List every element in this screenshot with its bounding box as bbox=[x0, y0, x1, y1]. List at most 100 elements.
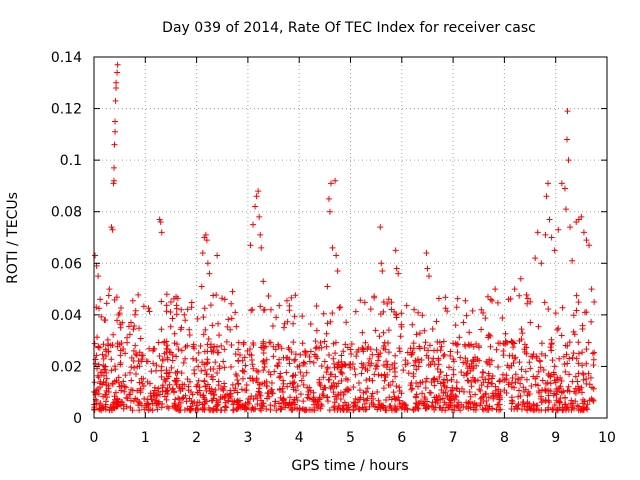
data-point bbox=[115, 311, 122, 318]
data-point bbox=[358, 370, 365, 377]
data-point bbox=[330, 355, 337, 362]
data-point bbox=[284, 383, 291, 390]
data-point bbox=[257, 407, 264, 414]
data-point bbox=[551, 247, 558, 254]
data-point bbox=[280, 377, 287, 384]
data-point bbox=[425, 273, 432, 280]
data-point bbox=[551, 390, 558, 397]
data-point bbox=[180, 359, 187, 366]
data-point bbox=[396, 384, 403, 391]
data-point bbox=[280, 324, 287, 331]
data-point bbox=[466, 389, 473, 396]
data-point bbox=[429, 358, 436, 365]
data-point bbox=[588, 318, 595, 325]
data-point bbox=[539, 386, 546, 393]
data-point bbox=[419, 390, 426, 397]
data-point bbox=[236, 351, 243, 358]
data-point bbox=[266, 393, 273, 400]
data-point bbox=[300, 381, 307, 388]
data-point bbox=[333, 395, 340, 402]
data-point bbox=[132, 311, 139, 318]
data-point bbox=[264, 390, 271, 397]
data-point bbox=[442, 294, 449, 301]
data-point bbox=[465, 377, 472, 384]
data-point bbox=[463, 370, 470, 377]
data-point bbox=[112, 366, 119, 373]
data-point bbox=[248, 357, 255, 364]
data-point bbox=[157, 219, 164, 226]
data-point bbox=[168, 364, 175, 371]
data-point bbox=[538, 350, 545, 357]
data-point bbox=[337, 304, 344, 311]
data-point bbox=[422, 385, 429, 392]
data-point bbox=[327, 318, 334, 325]
data-point bbox=[384, 361, 391, 368]
data-point bbox=[393, 383, 400, 390]
data-point bbox=[516, 292, 523, 299]
y-tick-label: 0 bbox=[73, 411, 82, 427]
data-point bbox=[375, 397, 382, 404]
data-point bbox=[403, 302, 410, 309]
data-point bbox=[496, 392, 503, 399]
data-point bbox=[545, 180, 552, 187]
data-point bbox=[217, 396, 224, 403]
data-point bbox=[484, 293, 491, 300]
data-point bbox=[307, 387, 314, 394]
data-point bbox=[108, 356, 115, 363]
data-point bbox=[260, 278, 267, 285]
data-point bbox=[304, 394, 311, 401]
data-point bbox=[112, 389, 119, 396]
data-point bbox=[235, 346, 242, 353]
data-point bbox=[198, 283, 205, 290]
data-point bbox=[538, 260, 545, 267]
data-point bbox=[499, 314, 506, 321]
data-point bbox=[552, 310, 559, 317]
data-point bbox=[292, 292, 299, 299]
data-point bbox=[480, 309, 487, 316]
data-point bbox=[97, 401, 104, 408]
data-point bbox=[218, 342, 225, 349]
data-point bbox=[199, 392, 206, 399]
data-point bbox=[416, 330, 423, 337]
data-point bbox=[579, 349, 586, 356]
data-point bbox=[316, 394, 323, 401]
data-point bbox=[457, 407, 464, 414]
data-point bbox=[228, 300, 235, 307]
data-point bbox=[389, 378, 396, 385]
data-point bbox=[393, 265, 400, 272]
data-point bbox=[254, 401, 261, 408]
data-point bbox=[245, 395, 252, 402]
data-point bbox=[162, 378, 169, 385]
data-point bbox=[433, 318, 440, 325]
data-point bbox=[413, 331, 420, 338]
data-point bbox=[320, 392, 327, 399]
data-point bbox=[260, 340, 267, 347]
data-point bbox=[279, 389, 286, 396]
data-point bbox=[454, 295, 461, 302]
data-point bbox=[239, 367, 246, 374]
data-point bbox=[374, 389, 381, 396]
data-point bbox=[396, 397, 403, 404]
data-point bbox=[398, 390, 405, 397]
data-point bbox=[91, 340, 98, 347]
data-point bbox=[469, 307, 476, 314]
data-point bbox=[530, 407, 537, 414]
data-point bbox=[404, 406, 411, 413]
data-point bbox=[166, 369, 173, 376]
data-point bbox=[384, 300, 391, 307]
data-point bbox=[407, 345, 414, 352]
data-point bbox=[247, 375, 254, 382]
data-point bbox=[146, 380, 153, 387]
data-point bbox=[441, 351, 448, 358]
data-point bbox=[583, 309, 590, 316]
data-point bbox=[325, 195, 332, 202]
data-point bbox=[227, 393, 234, 400]
data-point bbox=[106, 286, 113, 293]
data-point bbox=[102, 403, 109, 410]
data-point bbox=[128, 377, 135, 384]
data-point bbox=[558, 332, 565, 339]
data-point bbox=[210, 348, 217, 355]
data-point bbox=[257, 231, 264, 238]
data-point bbox=[575, 299, 582, 306]
